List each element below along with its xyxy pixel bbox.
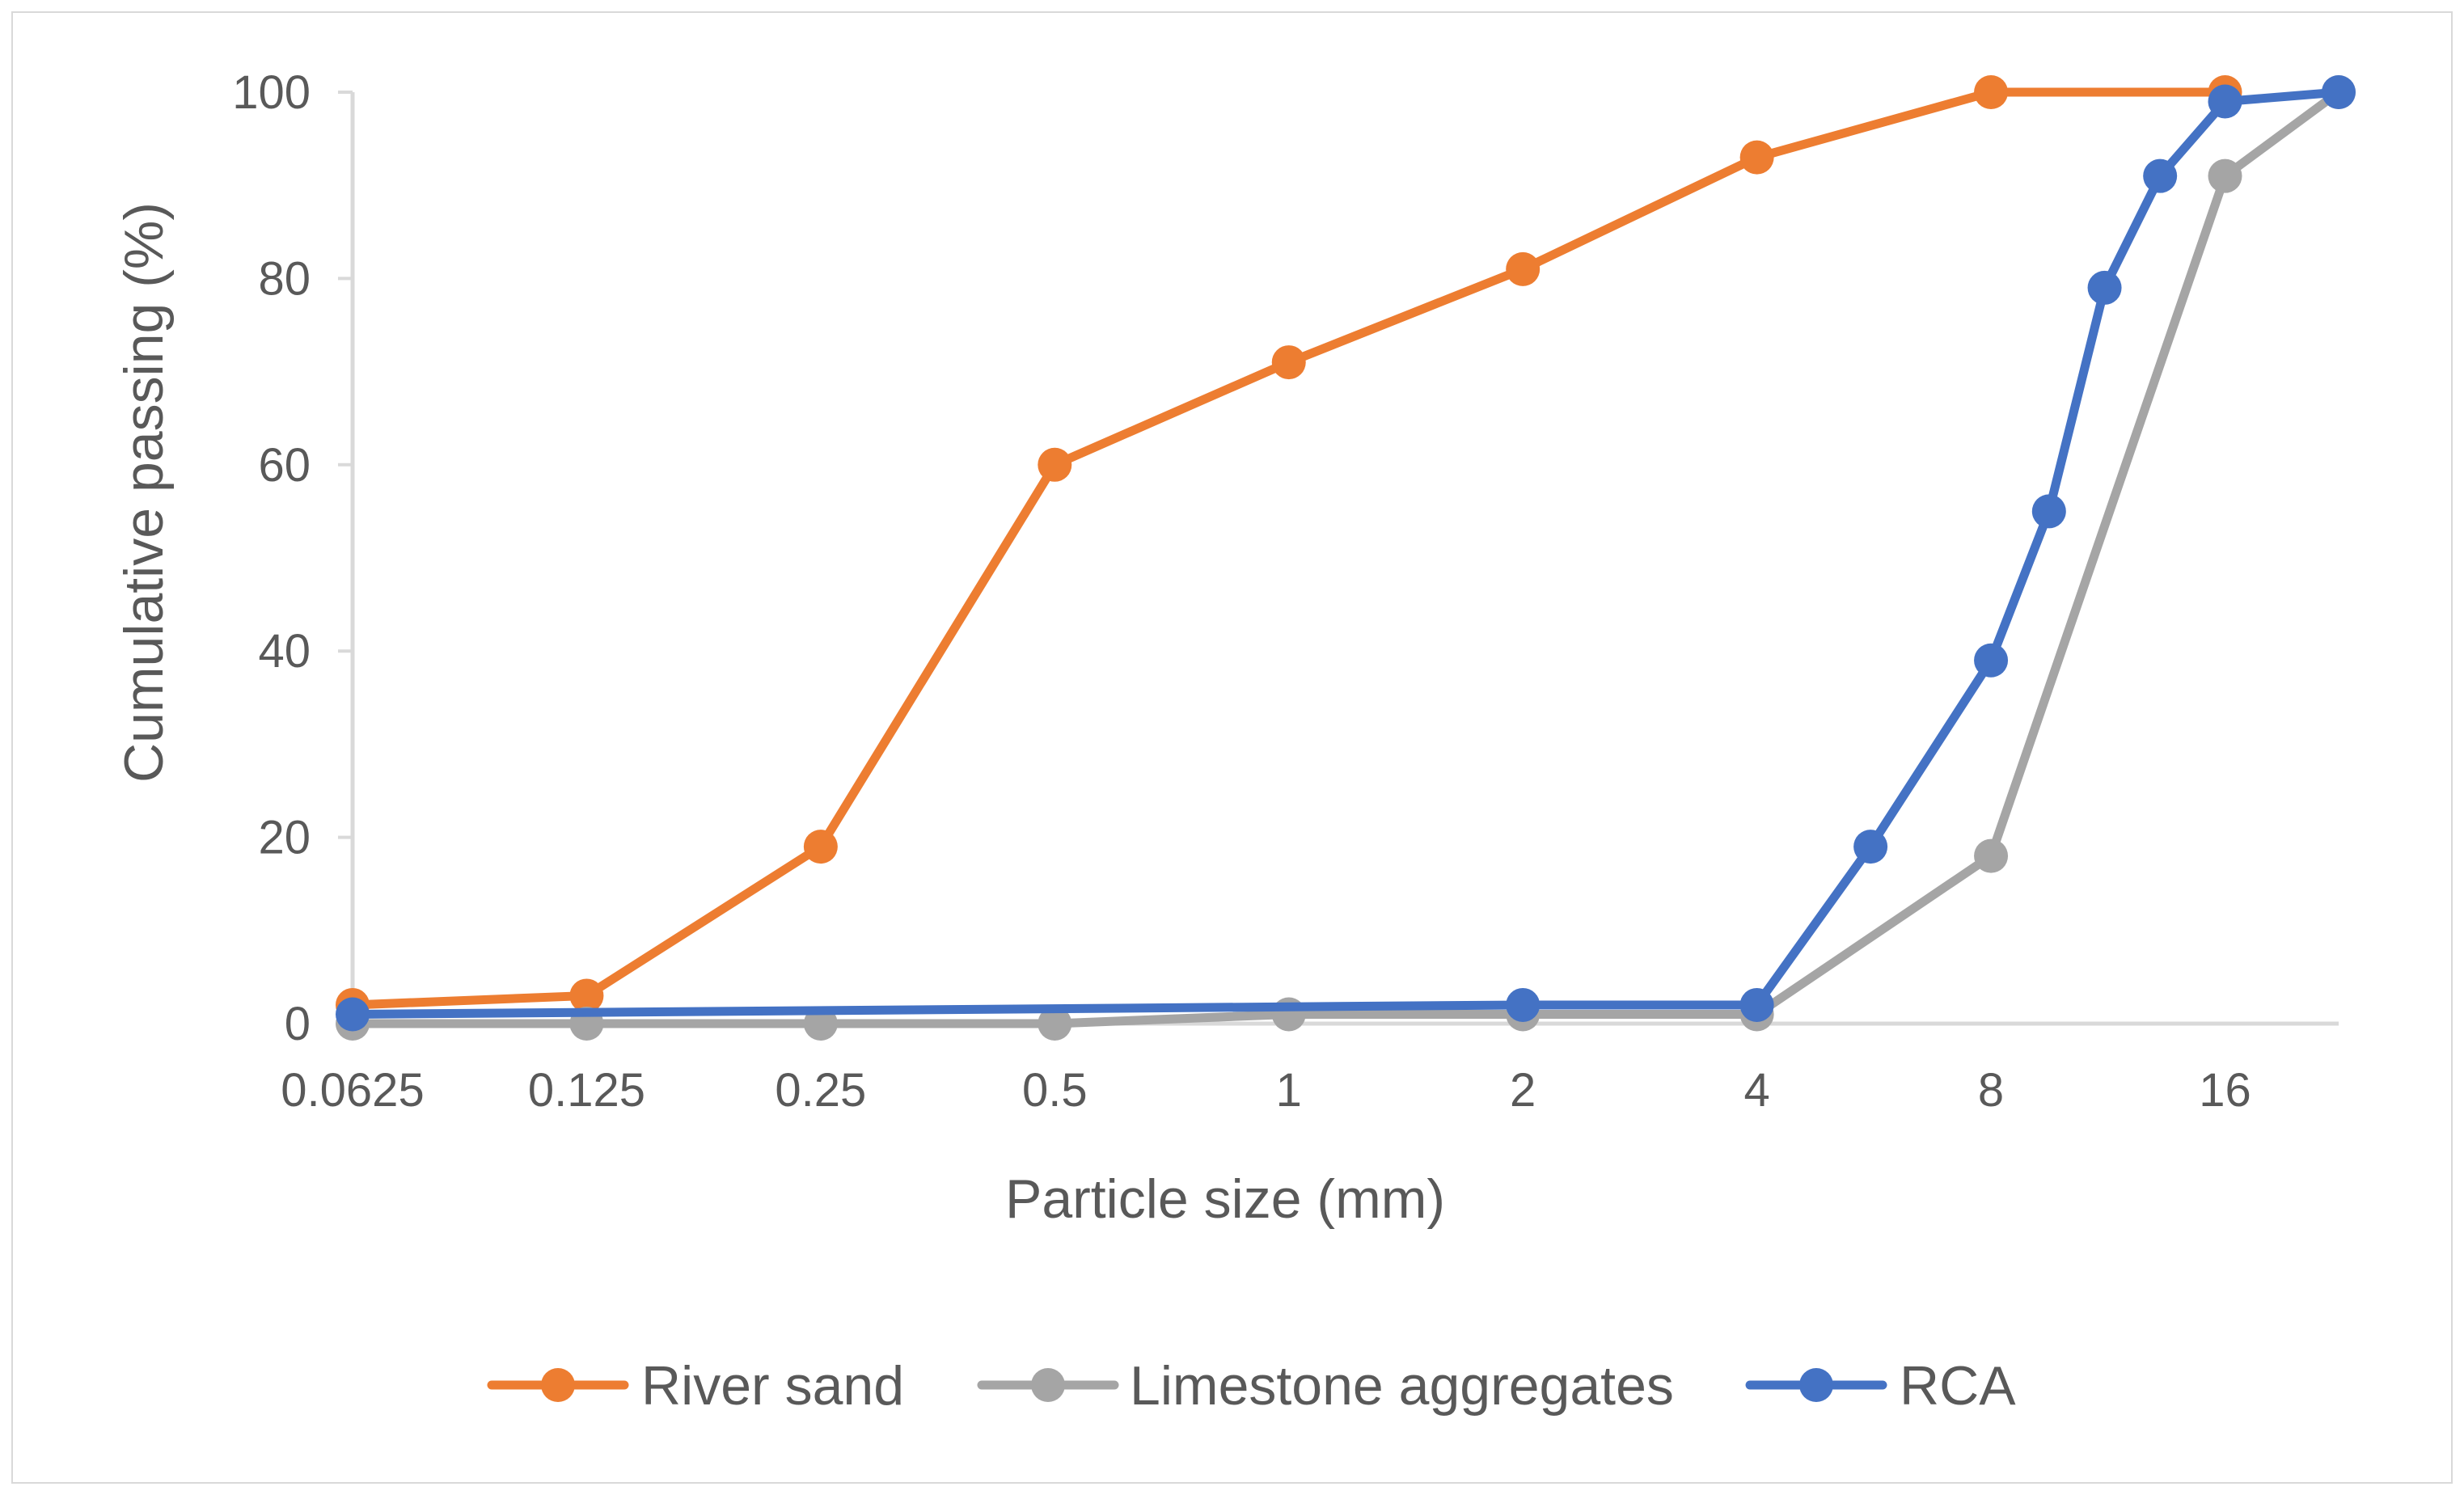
x-tick-label: 8 xyxy=(1978,1064,2004,1117)
data-point xyxy=(1038,447,1072,482)
legend-swatch-marker xyxy=(541,1368,575,1402)
data-point xyxy=(2031,494,2066,529)
series-river-sand xyxy=(336,75,2242,1022)
series-line xyxy=(348,87,2229,1010)
x-tick-label: 0.125 xyxy=(528,1064,645,1117)
data-point xyxy=(1271,345,1306,380)
data-point xyxy=(803,1007,838,1041)
data-point xyxy=(2087,270,2122,305)
data-point xyxy=(2208,84,2242,119)
data-point xyxy=(1974,75,2009,109)
legend: River sand Limestone aggregates RCA xyxy=(487,1355,2016,1417)
data-point xyxy=(1974,643,2009,678)
legend-item: River sand xyxy=(487,1355,904,1417)
data-point xyxy=(803,830,838,864)
data-point xyxy=(1506,251,1541,286)
y-axis-title: Cumulative passing (%) xyxy=(113,202,175,783)
x-tick-label: 0.25 xyxy=(775,1064,866,1117)
x-axis-title: Particle size (mm) xyxy=(1005,1168,1445,1230)
data-point xyxy=(2143,158,2178,193)
x-tick-label: 16 xyxy=(2199,1064,2251,1117)
x-tick-label: 0.5 xyxy=(1022,1064,1088,1117)
legend-item: Limestone aggregates xyxy=(977,1355,1674,1417)
data-point xyxy=(336,997,370,1032)
data-point xyxy=(1739,987,1774,1022)
legend-item: RCA xyxy=(1745,1355,2016,1417)
line-chart: 0 20 40 60 80 100 0.0625 0.125 0.25 0.5 1 2 4 8 16 Par… xyxy=(113,66,2356,1417)
data-point xyxy=(1038,1007,1072,1041)
series-rca xyxy=(336,75,2356,1032)
x-tick-label: 0.0625 xyxy=(281,1064,424,1117)
legend-label: River sand xyxy=(641,1355,904,1417)
data-point xyxy=(1506,987,1541,1022)
x-tick-label: 4 xyxy=(1743,1064,1769,1117)
data-point xyxy=(569,978,604,1013)
data-point xyxy=(2322,75,2356,109)
series-line xyxy=(348,87,2344,1019)
legend-swatch-marker xyxy=(1799,1368,1833,1402)
series-layer xyxy=(336,75,2356,1041)
legend-label: RCA xyxy=(1900,1355,2016,1417)
y-tick-label: 20 xyxy=(258,812,311,864)
data-point xyxy=(1974,838,2009,873)
y-tick-label: 100 xyxy=(232,66,311,119)
y-tick-label: 40 xyxy=(258,625,311,678)
data-point xyxy=(1739,140,1774,175)
y-tick-label: 80 xyxy=(258,252,311,305)
series-line xyxy=(348,87,2344,1028)
data-point xyxy=(1853,830,1888,864)
y-tick-label: 60 xyxy=(258,439,311,492)
legend-swatch-marker xyxy=(1031,1368,1065,1402)
tick-labels: 0 20 40 60 80 100 0.0625 0.125 0.25 0.5 1 2 4 8 16 xyxy=(232,66,2251,1117)
series-limestone-aggregates xyxy=(336,75,2356,1041)
axes xyxy=(338,91,2339,1026)
data-point xyxy=(2208,158,2242,193)
x-tick-label: 2 xyxy=(1510,1064,1536,1117)
y-tick-label: 0 xyxy=(285,998,311,1050)
chart-frame: 0 20 40 60 80 100 0.0625 0.125 0.25 0.5 1 2 4 8 16 Par… xyxy=(11,11,2453,1484)
x-tick-label: 1 xyxy=(1276,1064,1302,1117)
legend-label: Limestone aggregates xyxy=(1130,1355,1674,1417)
